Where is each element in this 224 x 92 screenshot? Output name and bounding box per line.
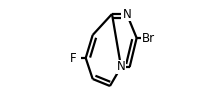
Text: N: N <box>117 61 125 74</box>
Text: F: F <box>70 52 77 64</box>
Text: N: N <box>122 8 131 21</box>
Text: Br: Br <box>142 31 155 45</box>
